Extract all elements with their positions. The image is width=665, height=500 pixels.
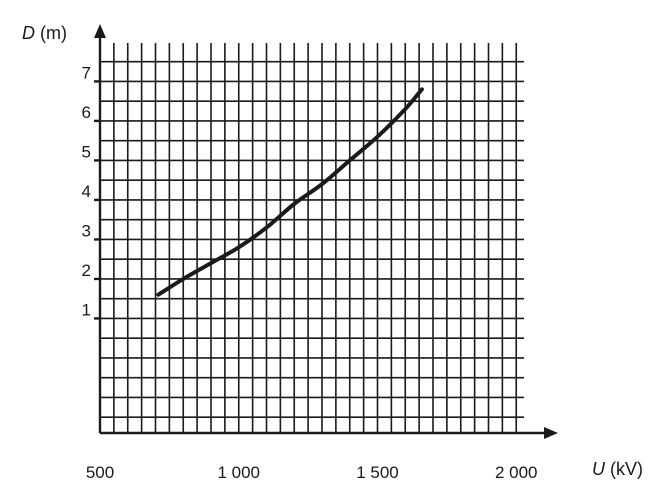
y-axis-unit: (m) [35,23,67,43]
series-line [156,87,424,297]
y-tick-label: 6 [82,103,91,122]
axes [94,24,558,439]
x-tick-label: 500 [86,463,114,482]
y-axis-variable: D [22,23,35,43]
y-axis-arrow [94,24,106,38]
tick-labels: 500 1 000 1 500 2 000 1 2 3 4 5 6 7 [82,63,538,482]
y-tick-label: 3 [82,221,91,240]
x-axis-unit: (kV) [605,459,643,479]
x-tick-label: 1 000 [217,463,260,482]
series [156,87,424,297]
y-tick-label: 5 [82,142,91,161]
x-tick-label: 2 000 [495,463,538,482]
y-tick-label: 1 [82,300,91,319]
x-tick-label: 1 500 [356,463,399,482]
y-tick-label: 4 [82,182,91,201]
y-tick-label: 2 [82,261,91,280]
x-axis-title: U (kV) [592,459,643,479]
x-axis-arrow [544,427,558,439]
y-tick-label: 7 [82,63,91,82]
y-axis-title: D (m) [22,23,67,43]
x-axis-variable: U [592,459,606,479]
grid [100,43,524,433]
